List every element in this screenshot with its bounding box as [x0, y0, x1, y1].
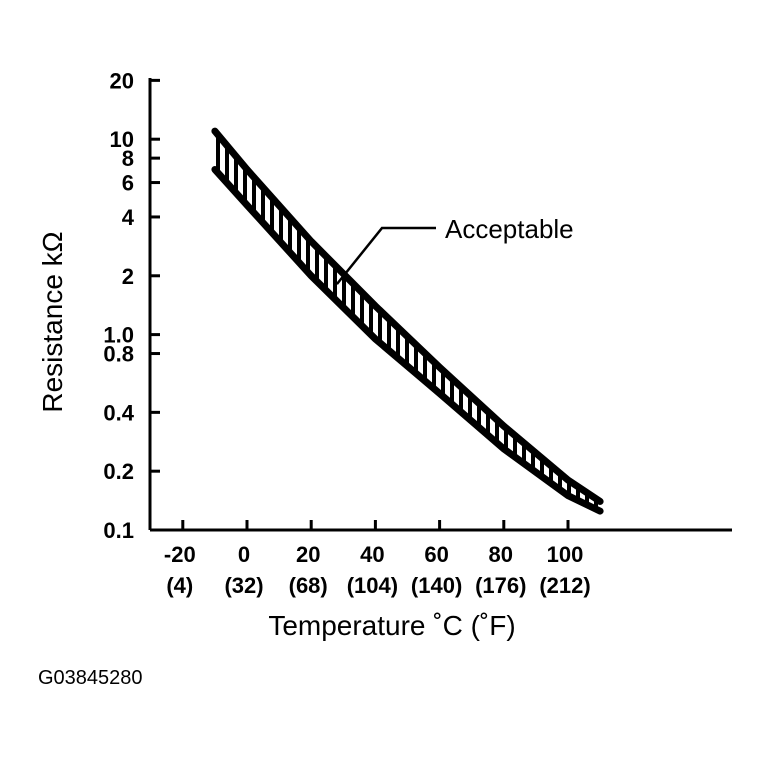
x-axis-ticks: -20 (4) 0 (32) 20 (68) 40 (104) 60 (140) 80 (176) 10…	[164, 520, 591, 598]
x-tick-sub-label: (140)	[411, 573, 462, 598]
y-tick-label: 1.0	[103, 323, 134, 348]
y-axis-title: Resistance kΩ	[37, 231, 68, 412]
x-tick-label: 100	[547, 542, 584, 567]
x-tick-label: 80	[489, 542, 513, 567]
x-tick-sub-label: (32)	[224, 573, 263, 598]
x-tick-sub-label: (104)	[347, 573, 398, 598]
y-tick-label: 8	[122, 146, 134, 171]
y-tick-label: 0.8	[103, 342, 134, 367]
x-tick-sub-label: (212)	[539, 573, 590, 598]
y-tick-label: 10	[110, 127, 134, 152]
y-tick-label: 20	[110, 68, 134, 93]
x-tick-sub-label: (176)	[475, 573, 526, 598]
x-tick-sub-label: (4)	[166, 573, 193, 598]
x-tick-label: 60	[424, 542, 448, 567]
x-tick-label: 0	[238, 542, 250, 567]
y-tick-label: 4	[122, 205, 135, 230]
x-tick-label: 20	[296, 542, 320, 567]
y-tick-label: 0.4	[103, 400, 134, 425]
x-tick-label: -20	[164, 542, 196, 567]
x-tick-label: 40	[360, 542, 384, 567]
x-axis-title: Temperature ˚C (˚F)	[268, 610, 515, 641]
y-tick-label: 2	[122, 264, 134, 289]
figure-id: G03845280	[38, 667, 143, 689]
y-tick-label: 0.2	[103, 459, 134, 484]
y-tick-label: 0.1	[103, 518, 134, 543]
acceptable-band-lower-edge	[211, 166, 604, 515]
annotation-leader-line	[335, 226, 436, 285]
annotation-acceptable: Acceptable	[445, 214, 574, 244]
y-tick-label: 6	[122, 171, 134, 196]
acceptable-band-upper-edge	[211, 127, 604, 505]
x-tick-sub-label: (68)	[289, 573, 328, 598]
